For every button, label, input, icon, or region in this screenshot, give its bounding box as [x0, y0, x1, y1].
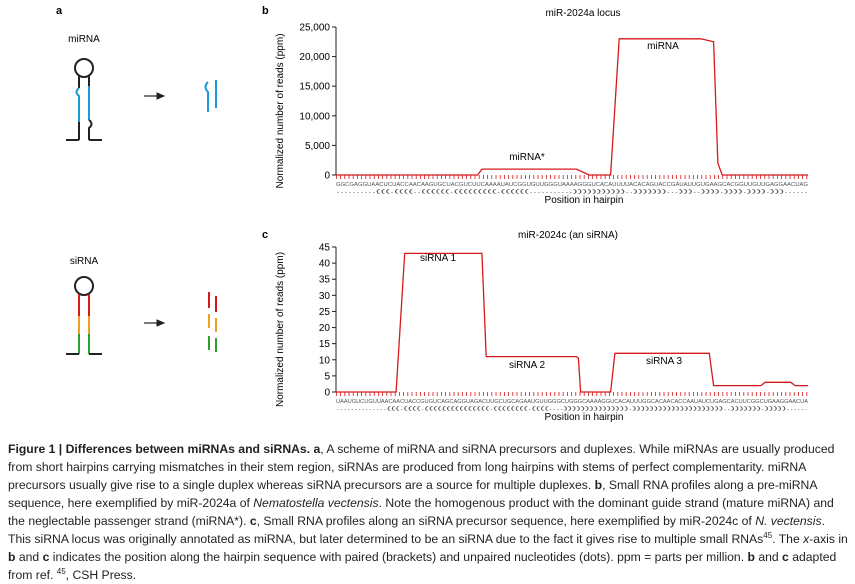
caption-bold: b — [8, 550, 16, 564]
y-tick-label: 10 — [319, 355, 331, 366]
caption-text: indicates the position along the hairpin… — [49, 550, 748, 564]
caption-text: . Note the homogenous product with the d… — [8, 496, 834, 528]
sirna-duplexes — [208, 292, 217, 352]
profile-line — [336, 252, 808, 393]
structure: ..........(((.((((..((((((.(((((((((.(((… — [336, 189, 809, 195]
mirna-hairpin — [66, 58, 102, 141]
y-tick-label: 45 — [319, 243, 331, 254]
mirna-duplex — [204, 80, 217, 112]
chart-title: miR-2024a locus — [545, 8, 620, 19]
profile-line — [336, 38, 808, 176]
panel-label: c — [262, 229, 268, 241]
arrow — [144, 92, 166, 100]
y-tick-label: 15 — [319, 339, 331, 350]
caption-text: and — [15, 550, 43, 564]
sirna-hairpin — [66, 276, 102, 355]
caption-bold: c — [42, 550, 50, 564]
caption-bold: c — [782, 550, 789, 564]
y-tick-label: 0 — [324, 171, 330, 182]
y-tick-label: 15,000 — [299, 82, 330, 93]
x-axis-label: Position in hairpin — [545, 412, 624, 423]
caption-bold: c — [249, 514, 257, 528]
y-tick-label: 5,000 — [305, 141, 330, 152]
caption-text: . This siRNA locus was originally annota… — [8, 514, 825, 546]
annotation: miRNA — [647, 41, 679, 52]
annotation: siRNA 1 — [420, 253, 457, 264]
caption-text: , Small RNA profiles along a pre-miRNA s… — [8, 478, 817, 510]
arrow — [144, 319, 166, 327]
y-axis-label: Normalized number of reads (ppm) — [275, 252, 286, 407]
scheme-label: siRNA — [70, 256, 99, 267]
y-tick-label: 35 — [319, 275, 331, 286]
caption-italic: x — [803, 532, 810, 546]
figure: a b c miRNA siRNA miR-2024a locus Normali… — [56, 5, 809, 423]
annotation: siRNA 3 — [646, 356, 683, 367]
sequence: GGCGAGGUAACUCUACCAACAAGUGCUACGUCUUCAAAAU… — [336, 182, 808, 188]
caption-bold: b — [747, 550, 755, 564]
caption-text: . The — [772, 532, 804, 546]
caption-text: -axis in — [809, 532, 848, 546]
caption-text: , CSH Press. — [65, 568, 137, 582]
x-axis-label: Position in hairpin — [545, 195, 624, 206]
y-tick-label: 20 — [319, 323, 331, 334]
annotation: siRNA 2 — [509, 360, 546, 371]
y-tick-label: 0 — [324, 388, 330, 399]
annotation: miRNA* — [509, 152, 545, 163]
panel-label: b — [262, 5, 269, 17]
y-tick-label: 25,000 — [299, 23, 330, 34]
y-tick-label: 10,000 — [299, 111, 330, 122]
caption-title: Figure 1 | Differences between miRNAs an… — [8, 442, 321, 456]
caption-italic: Nematostella vectensis — [253, 496, 379, 510]
y-tick-label: 20,000 — [299, 52, 330, 63]
y-tick-label: 30 — [319, 291, 331, 302]
caption-text: , A scheme of miRNA and siRNA precursors… — [8, 442, 835, 492]
caption-text: , Small RNA profiles along an siRNA prec… — [256, 514, 756, 528]
caption-ref: 45 — [56, 566, 66, 576]
caption-text: and — [754, 550, 783, 564]
caption-italic: N. vectensis — [755, 514, 822, 528]
structure: ..............(((.((((.(((((((((((((((.(… — [336, 406, 809, 412]
y-tick-label: 5 — [324, 371, 330, 382]
caption-bold: b — [594, 478, 603, 492]
y-tick-label: 25 — [319, 307, 331, 318]
sequence: UAAUGUCUGUUAACAACUACCGUGUCAGCAGGUAGACUUG… — [336, 399, 808, 405]
y-axis-label: Normalized number of reads (ppm) — [275, 33, 286, 188]
figure-caption: Figure 1 | Differences between miRNAs an… — [8, 440, 848, 584]
y-tick-label: 40 — [319, 259, 331, 270]
scheme-label: miRNA — [68, 34, 100, 45]
panel-label: a — [56, 5, 63, 17]
chart-title: miR-2024c (an siRNA) — [518, 230, 618, 241]
caption-ref: 45 — [763, 530, 773, 540]
caption-text: adapted from ref. — [8, 550, 837, 582]
